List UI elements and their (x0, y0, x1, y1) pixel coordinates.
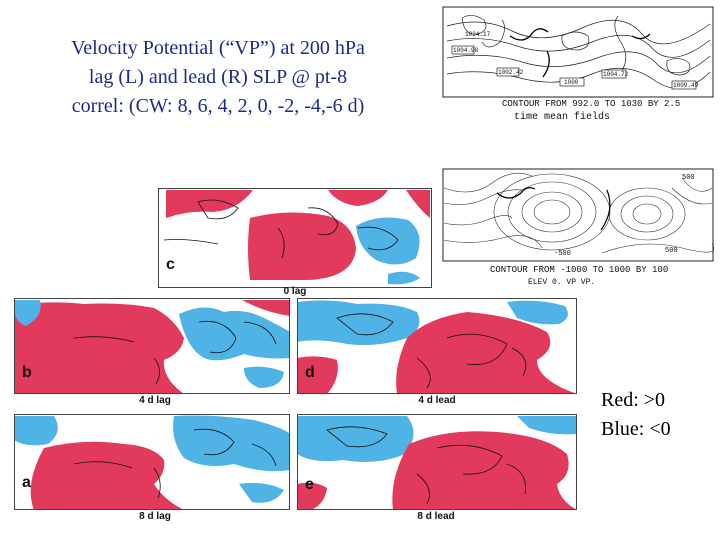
slp-number-2: 1004.98 (453, 47, 479, 54)
legend-red: Red: >0 (601, 389, 666, 411)
slp-number-1: 1024.17 (465, 31, 491, 38)
slide-title: Velocity Potential (“VP”) at 200 hPa lag… (20, 34, 416, 121)
slp-contour-text: CONTOUR FROM 992.0 TO 1030 BY 2.5 (502, 99, 681, 109)
title-line-3: correl: (CW: 8, 6, 4, 2, 0, -2, -4,-6 d) (71, 95, 365, 117)
panel-c-label: 0 lag (283, 286, 307, 297)
slp-number-6: 1009.49 (673, 82, 699, 89)
color-legend: Red: >0 Blue: <0 (601, 386, 671, 444)
panel-b-letter: b (22, 364, 32, 381)
slp-number-4: 1000 (564, 79, 579, 86)
slp-number-5: 1004.72 (603, 71, 629, 78)
title-line-1: Velocity Potential (“VP”) at 200 hPa (71, 37, 365, 59)
panel-e-label: 8 d lead (417, 511, 455, 522)
vp-sub-text: ELEV 0. VP VP. (528, 278, 596, 287)
vp-number-1: 500 (682, 174, 695, 182)
panel-a-letter: a (22, 474, 31, 491)
panel-a-label: 8 d lag (139, 511, 171, 522)
map-panel-c-graphic (158, 188, 432, 288)
vp-contour-text: CONTOUR FROM -1000 TO 1000 BY 100 (490, 265, 669, 275)
slp-mean-map: 1024.17 1004.98 1002.42 1000 1004.72 100… (442, 6, 714, 114)
map-panel-b-graphic (14, 298, 290, 394)
map-panel-d-graphic (297, 298, 577, 394)
map-panel-c: c (158, 188, 432, 288)
panel-d-letter: d (305, 364, 315, 381)
legend-blue: Blue: <0 (601, 418, 671, 440)
map-panel-a: a (14, 414, 290, 510)
map-panel-e-graphic (297, 414, 577, 510)
map-panel-b: b (14, 298, 290, 394)
panel-c-letter: c (166, 256, 175, 273)
panel-b-label: 4 d lag (139, 395, 171, 406)
slp-number-3: 1002.42 (498, 69, 524, 76)
vp-contour-map: 500 500 -500 CONTOUR FROM -1000 TO 1000 … (442, 168, 714, 294)
slp-mean-map-graphic (442, 6, 714, 98)
map-panel-e: e (297, 414, 577, 510)
title-line-2: lag (L) and lead (R) SLP @ pt-8 (88, 66, 348, 88)
vp-number-2: 500 (665, 247, 678, 255)
panel-d-label: 4 d lead (418, 395, 456, 406)
map-panel-a-graphic (14, 414, 290, 510)
vp-contour-map-graphic (442, 168, 714, 262)
slp-caption: time mean fields (514, 112, 611, 123)
map-panel-d: d (297, 298, 577, 394)
vp-number-3: -500 (554, 250, 571, 258)
panel-e-letter: e (305, 476, 314, 493)
